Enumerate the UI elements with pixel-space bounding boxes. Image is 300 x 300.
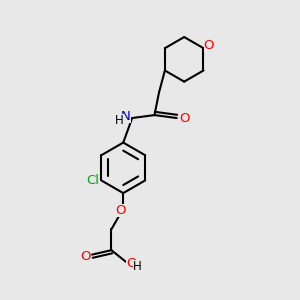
- Text: O: O: [115, 203, 125, 217]
- Text: Cl: Cl: [86, 174, 99, 187]
- Text: O: O: [80, 250, 91, 262]
- Text: O: O: [204, 39, 214, 52]
- Text: N: N: [121, 110, 130, 123]
- Text: O: O: [179, 112, 189, 124]
- Text: H: H: [115, 114, 124, 127]
- Text: H: H: [133, 260, 142, 273]
- Text: O: O: [126, 257, 137, 270]
